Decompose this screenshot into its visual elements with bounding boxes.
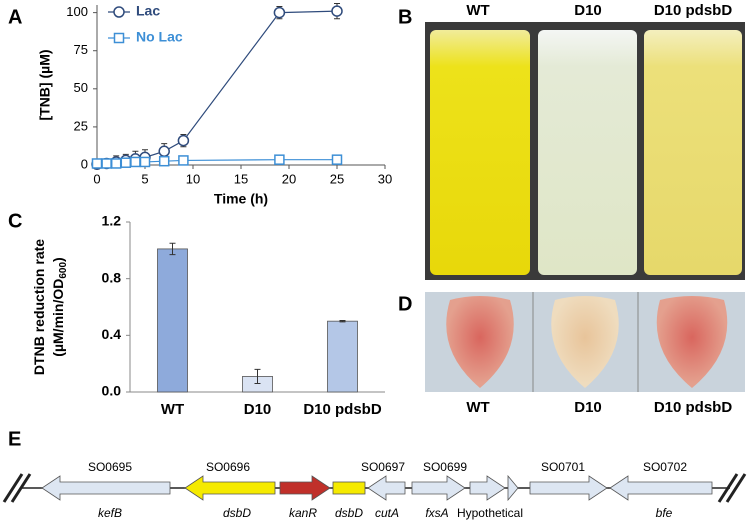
data-point	[101, 158, 112, 169]
data-point	[91, 158, 103, 169]
x-tick-label: 25	[330, 171, 344, 186]
panel-label: E	[8, 428, 21, 450]
panel-label: C	[8, 210, 22, 232]
locus-label: SO0696	[206, 460, 250, 474]
gene-label: bfe	[656, 506, 673, 520]
gene-label: dsbD	[335, 506, 363, 520]
panel-label: A	[8, 6, 22, 28]
tube-photos	[425, 22, 745, 280]
x-tick-label: WT	[161, 401, 184, 418]
photo-caption: D10 pdsbD	[654, 399, 733, 416]
panel-label: B	[398, 6, 412, 28]
legend-marker	[113, 6, 125, 18]
tube	[430, 30, 530, 275]
gene-label: fxsA	[425, 506, 448, 520]
data-point	[177, 134, 190, 147]
y-axis-label-unit: (µM/min/OD600)	[50, 257, 69, 356]
data-point	[274, 154, 285, 165]
unit-close: )	[50, 257, 66, 262]
bar	[157, 248, 188, 393]
y-axis-label: [TNB] (µM)	[37, 49, 53, 120]
x-tick-label: 5	[141, 171, 148, 186]
x-tick-label: D10 pdsbD	[303, 401, 382, 418]
tube	[644, 30, 742, 275]
y-tick-label: 50	[74, 80, 88, 95]
x-tick-label: 15	[234, 171, 248, 186]
break-marks	[2, 473, 747, 503]
y-axis-label-line: DTNB reduction rate	[31, 239, 47, 375]
gene-arrow	[507, 474, 519, 502]
gene-arrow	[41, 475, 171, 501]
unit: (µM/min/OD	[50, 279, 66, 357]
data-point	[120, 157, 132, 168]
x-tick-label: 0	[93, 171, 100, 186]
panel-label: D	[398, 293, 412, 315]
plate-photos	[425, 292, 745, 392]
locus-label: SO0695	[88, 460, 132, 474]
data-point	[331, 154, 343, 165]
series-line	[96, 10, 338, 165]
data-point	[273, 6, 286, 19]
tube	[538, 30, 637, 275]
unit-subscript: 600	[58, 262, 69, 279]
gene-arrow	[411, 475, 466, 501]
x-tick-label: D10	[244, 401, 272, 418]
photo-caption: D10	[574, 399, 602, 416]
data-point	[110, 158, 122, 169]
gene-arrow	[279, 475, 331, 501]
legend-marker	[113, 32, 125, 44]
x-axis-label: Time (h)	[214, 191, 268, 207]
photo-caption: D10 pdsbD	[654, 2, 733, 19]
data-point	[158, 155, 170, 167]
locus-label: SO0699	[423, 460, 467, 474]
data-point	[331, 5, 343, 17]
locus-label: SO0697	[361, 460, 405, 474]
y-axis-label: DTNB reduction rate	[31, 239, 47, 375]
y-tick-label: 0	[81, 156, 88, 171]
y-tick-label: 25	[74, 118, 88, 133]
y-tick-label: 1.2	[102, 213, 122, 229]
photo-caption: WT	[466, 399, 489, 416]
gene-label: cutA	[375, 506, 399, 520]
y-tick-label: 100	[66, 4, 88, 19]
x-tick-label: 20	[282, 171, 296, 186]
gene-arrow	[529, 475, 608, 501]
data-point	[130, 156, 141, 168]
y-tick-label: 0.0	[102, 383, 122, 399]
gene-arrow	[609, 475, 713, 501]
error-bar	[254, 368, 261, 384]
gene-arrow	[184, 475, 276, 501]
y-tick-label: 0.4	[102, 326, 122, 342]
error-bar	[339, 319, 346, 323]
x-tick-label: 10	[186, 171, 200, 186]
gene-box	[332, 481, 366, 495]
plate-spot	[551, 296, 619, 388]
plate-spot	[656, 296, 728, 388]
legend-label: No Lac	[136, 29, 183, 45]
photo-caption: WT	[466, 2, 489, 19]
y-tick-label: 0.8	[102, 269, 122, 285]
x-tick-label: 30	[378, 171, 392, 186]
photo-caption: D10	[574, 2, 602, 19]
plate-spot	[446, 296, 514, 388]
data-point	[178, 155, 189, 166]
gene-arrow	[367, 475, 406, 501]
legend-label: Lac	[136, 3, 160, 19]
locus-label: SO0701	[541, 460, 585, 474]
data-point	[158, 145, 170, 158]
gene-label: kefB	[98, 506, 122, 520]
gene-label: Hypothetical	[457, 506, 523, 520]
gene-label: dsbD	[223, 506, 251, 520]
gene-arrow	[469, 475, 506, 501]
data-point	[139, 156, 151, 168]
gene-label: kanR	[289, 506, 317, 520]
bar	[327, 320, 358, 393]
locus-label: SO0702	[643, 460, 687, 474]
y-tick-label: 75	[74, 42, 88, 57]
error-bar	[169, 242, 176, 256]
